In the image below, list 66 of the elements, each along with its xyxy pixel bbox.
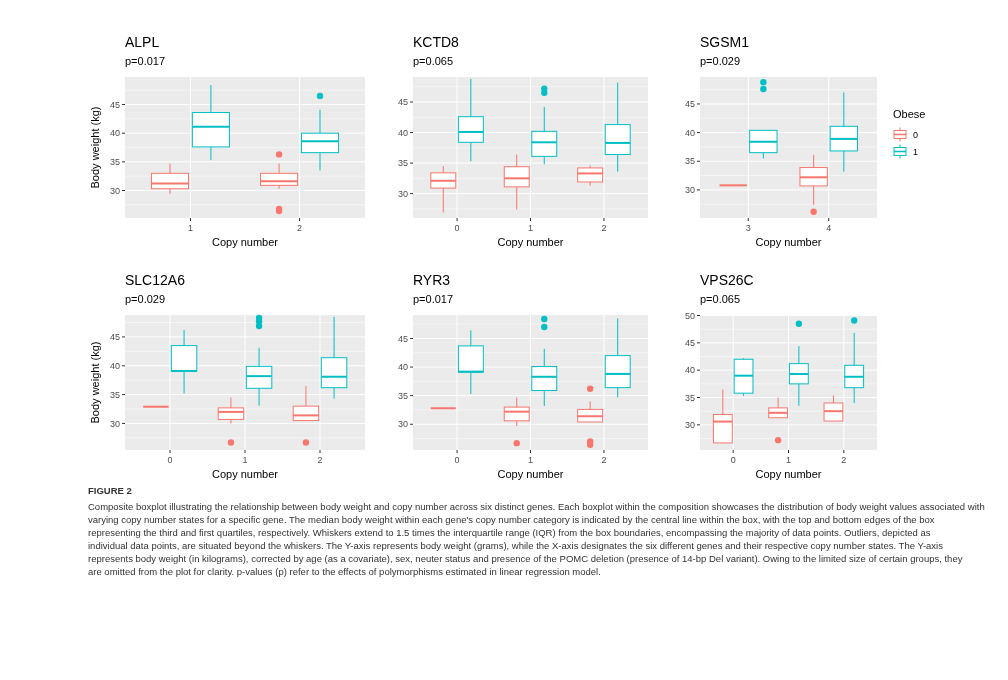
y-axis-title: Body weight (kg) (89, 106, 101, 189)
y-tick-label: 35 (397, 158, 408, 169)
y-tick-label: 35 (684, 392, 695, 403)
y-tick-label: 40 (109, 128, 120, 139)
x-tick-label: 4 (826, 223, 832, 233)
y-tick-label: 45 (684, 338, 695, 349)
x-tick-label: 2 (601, 455, 607, 465)
caption: FIGURE 2 (88, 485, 132, 496)
y-tick-label: 45 (109, 332, 120, 343)
y-tick-label: 40 (397, 127, 408, 138)
y-tick-label: 30 (109, 185, 120, 196)
legend-label: 0 (913, 129, 919, 140)
chart-subtitle: p=0.065 (413, 55, 454, 67)
chart-subtitle: p=0.029 (125, 293, 166, 305)
x-tick-label: 0 (454, 223, 460, 233)
x-tick-label: 3 (745, 223, 751, 233)
y-tick-label: 40 (109, 360, 120, 371)
x-tick-label: 0 (167, 455, 173, 465)
y-tick-label: 30 (397, 188, 408, 199)
x-tick-label: 1 (187, 223, 193, 233)
chart-subtitle: p=0.065 (700, 293, 741, 305)
y-tick-label: 40 (684, 127, 695, 138)
x-tick-label: 1 (527, 455, 534, 465)
y-tick-label: 40 (397, 362, 408, 373)
x-tick-label: 1 (242, 455, 248, 465)
chart-subtitle: p=0.017 (125, 55, 166, 67)
y-tick-label: 30 (684, 185, 695, 196)
y-tick-label: 40 (684, 365, 695, 376)
text: Composite boxplot illustrating the relationship between body weight and copy number across six distinct genes. Each boxplot within the composition showcases the distribution of body weight values associated with varying copy number states for a specific gene. The median body weight within each gene's copy number category is indicated by the central line within the box, with the top and bottom edges of the box representing the third and first quartiles, respectively. Whiskers extend to 1.5 times the interquartile range (IQR) from the box boundaries, encompassing the majority of data points. Outliers, depicted as individual data points, are situated beyond the whiskers. The Y-axis represents body weight (grams), while the X-axis designates the six different genes and their respective copy number states. The Y-axis represents body weight (in kilograms), corrected by age (as a covariate), sex, neuter status and presence of the POMC deletion (presence of 14-bp Del variant). Owing to the limited size of certain groups, they are omitted from the plot for clarity. p-values (p) refer to the effects of polymorphisms estimated in linear regression model. (88, 501, 985, 577)
y-tick-label: 45 (684, 99, 695, 110)
y-tick-label: 30 (684, 420, 695, 431)
x-axis-title: Copy number (755, 236, 822, 248)
x-axis-title: Copy number (497, 468, 564, 480)
x-tick-label: 2 (317, 455, 323, 465)
x-tick-label: 0 (454, 455, 460, 465)
chart-title: ALPL (125, 34, 160, 50)
x-tick-label: 2 (297, 223, 303, 233)
x-axis-title: Copy number (755, 468, 822, 480)
y-tick-label: 35 (684, 156, 695, 167)
legend-label: 1 (913, 146, 919, 157)
x-axis-title: Copy number (211, 468, 279, 480)
chart-title: SGSM1 (700, 34, 750, 50)
y-tick-label: 35 (109, 156, 120, 167)
y-tick-label: 50 (684, 310, 695, 321)
chart-title: RYR3 (413, 272, 451, 288)
x-tick-label: 1 (785, 455, 792, 465)
x-tick-label: 2 (601, 223, 607, 233)
chart-title: VPS26C (700, 272, 754, 288)
x-axis-title: Copy number (211, 236, 279, 248)
chart-title: SLC12A6 (125, 272, 186, 288)
y-tick-label: 35 (397, 390, 408, 401)
x-tick-label: 1 (527, 223, 534, 233)
y-tick-label: 45 (397, 333, 408, 344)
chart-subtitle: p=0.017 (413, 293, 454, 305)
x-tick-label: 2 (841, 455, 847, 465)
y-tick-label: 45 (397, 97, 408, 108)
chart-title: KCTD8 (413, 34, 460, 50)
legend-title: Obese (893, 107, 926, 120)
x-axis-title: Copy number (497, 236, 564, 248)
y-axis-title: Body weight (kg) (89, 341, 101, 424)
y-tick-label: 30 (109, 418, 120, 429)
y-tick-label: 35 (109, 389, 120, 400)
chart-subtitle: p=0.029 (700, 55, 741, 67)
x-tick-label: 0 (730, 455, 736, 465)
y-tick-label: 30 (397, 419, 408, 430)
y-tick-label: 45 (109, 99, 120, 110)
